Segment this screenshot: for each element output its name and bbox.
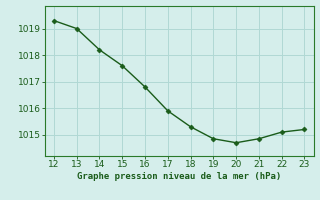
X-axis label: Graphe pression niveau de la mer (hPa): Graphe pression niveau de la mer (hPa) (77, 172, 281, 181)
